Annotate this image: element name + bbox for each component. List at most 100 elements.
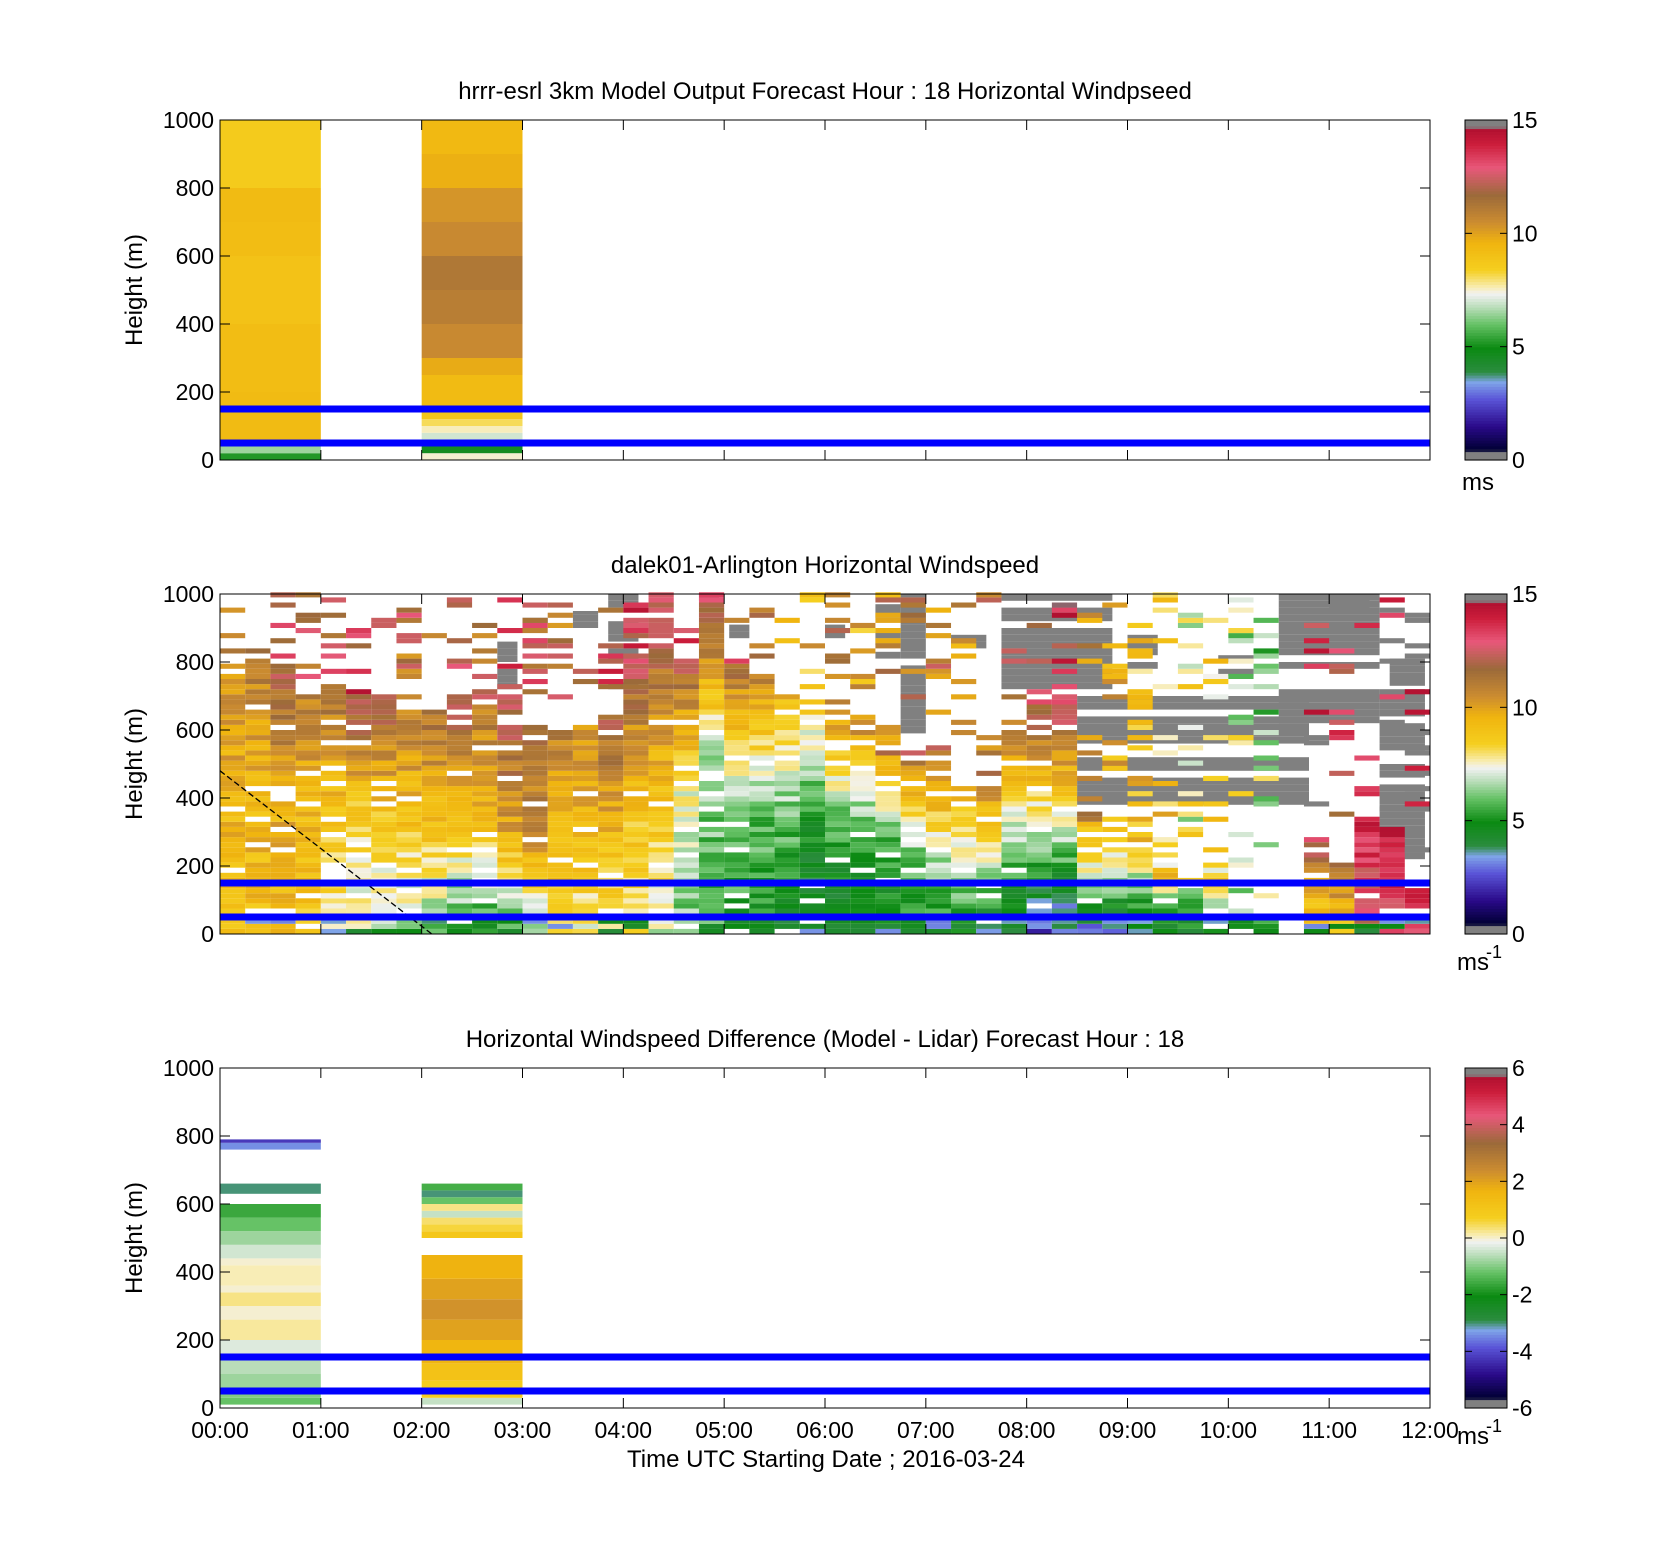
lidar-cell xyxy=(673,898,699,904)
lidar-cell xyxy=(472,928,498,934)
lidar-cell xyxy=(1102,923,1128,929)
lidar-cell xyxy=(1026,857,1052,863)
lidar-cell xyxy=(648,740,674,746)
colorbar-segment xyxy=(1465,738,1507,742)
lidar-cell xyxy=(522,643,548,649)
lidar-cell xyxy=(875,755,901,761)
colorbar-segment xyxy=(1465,843,1507,847)
lidar-cell xyxy=(1152,592,1178,598)
colorbar-segment xyxy=(1465,358,1507,362)
lidar-cell xyxy=(749,653,775,659)
lidar-cell xyxy=(1379,826,1405,832)
lidar-cell xyxy=(1127,837,1153,843)
lidar-cell xyxy=(825,796,851,802)
lidar-cell xyxy=(1354,622,1380,628)
colorbar-segment xyxy=(1465,281,1507,285)
colorbar-segment xyxy=(1465,457,1507,461)
saturated-cell xyxy=(1278,641,1380,649)
lidar-cell xyxy=(1228,719,1254,725)
colorbar-segment xyxy=(1465,1068,1507,1072)
lidar-cell xyxy=(446,842,473,848)
lidar-cell xyxy=(547,730,573,736)
lidar-cell xyxy=(245,735,271,741)
lidar-cell xyxy=(623,745,649,751)
lidar-cell xyxy=(522,867,548,873)
lidar-cell xyxy=(724,908,750,914)
lidar-cell xyxy=(749,862,775,868)
lidar-cell xyxy=(698,709,725,715)
colorbar-segment xyxy=(1465,1172,1507,1177)
lidar-cell xyxy=(1203,872,1229,878)
lidar-cell xyxy=(371,730,397,736)
lidar-cell xyxy=(724,740,750,746)
lidar-cell xyxy=(1001,816,1027,822)
colorbar-segment xyxy=(1465,247,1507,251)
lidar-cell xyxy=(799,597,825,603)
lidar-cell xyxy=(648,602,674,608)
lidar-cell xyxy=(371,928,397,934)
y-tick-label: 0 xyxy=(201,921,214,947)
lidar-cell xyxy=(673,903,699,909)
lidar-cell xyxy=(295,775,321,781)
lidar-cell xyxy=(1228,628,1254,634)
lidar-cell xyxy=(1026,714,1052,720)
colorbar-segment xyxy=(1465,284,1507,288)
lidar-cell xyxy=(1177,643,1204,649)
lidar-cell xyxy=(673,821,699,827)
heatmap-cell xyxy=(220,1319,321,1340)
lidar-cell xyxy=(749,898,775,904)
lidar-cell xyxy=(547,832,573,838)
lidar-cell xyxy=(825,842,851,848)
colorbar-segment xyxy=(1465,653,1507,657)
lidar-cell xyxy=(446,801,473,807)
lidar-cell xyxy=(1026,888,1052,894)
lidar-cell xyxy=(1051,704,1078,710)
colorbar-segment xyxy=(1465,239,1507,243)
lidar-cell xyxy=(522,617,548,623)
lidar-cell xyxy=(1228,857,1254,863)
lidar-cell xyxy=(774,775,800,781)
lidar-cell xyxy=(1379,928,1405,934)
colorbar-segment xyxy=(1465,1204,1507,1208)
lidar-cell xyxy=(1051,832,1078,838)
colorbar-segment xyxy=(1465,1079,1507,1083)
lidar-cell xyxy=(522,668,548,674)
colorbar-segment xyxy=(1465,602,1507,606)
lidar-cell xyxy=(749,699,775,705)
lidar-cell xyxy=(446,760,473,766)
lidar-cell xyxy=(749,765,775,771)
lidar-cell xyxy=(825,908,851,914)
heatmap-cell xyxy=(220,120,321,188)
lidar-cell xyxy=(1228,638,1254,644)
heatmap-cell xyxy=(220,1357,321,1374)
x-tick-label: 03:00 xyxy=(494,1417,552,1443)
lidar-cell xyxy=(547,923,573,929)
lidar-cell xyxy=(371,857,397,863)
lidar-cell xyxy=(623,898,649,904)
lidar-cell xyxy=(673,750,699,756)
lidar-cell xyxy=(1001,888,1027,894)
lidar-cell xyxy=(875,837,901,843)
lidar-cell xyxy=(850,847,876,853)
lidar-cell xyxy=(1127,622,1153,628)
lidar-cell xyxy=(1051,770,1078,776)
lidar-cell xyxy=(623,893,649,899)
lidar-cell xyxy=(472,719,498,725)
lidar-cell xyxy=(320,811,347,817)
lidar-cell xyxy=(472,786,498,792)
lidar-cell xyxy=(346,857,372,863)
lidar-cell xyxy=(295,791,321,797)
lidar-cell xyxy=(976,786,1002,792)
lidar-cell xyxy=(295,699,321,705)
lidar-cell xyxy=(270,872,296,878)
colorbar-tick-label: -4 xyxy=(1512,1338,1533,1364)
lidar-cell xyxy=(749,740,775,746)
heatmap-cell xyxy=(421,1299,523,1320)
lidar-cell xyxy=(446,755,473,761)
lidar-cell xyxy=(724,617,750,623)
lidar-cell xyxy=(648,607,674,613)
lidar-cell xyxy=(698,663,725,669)
lidar-cell xyxy=(421,862,447,868)
lidar-cell xyxy=(598,643,624,649)
lidar-cell xyxy=(698,597,725,603)
